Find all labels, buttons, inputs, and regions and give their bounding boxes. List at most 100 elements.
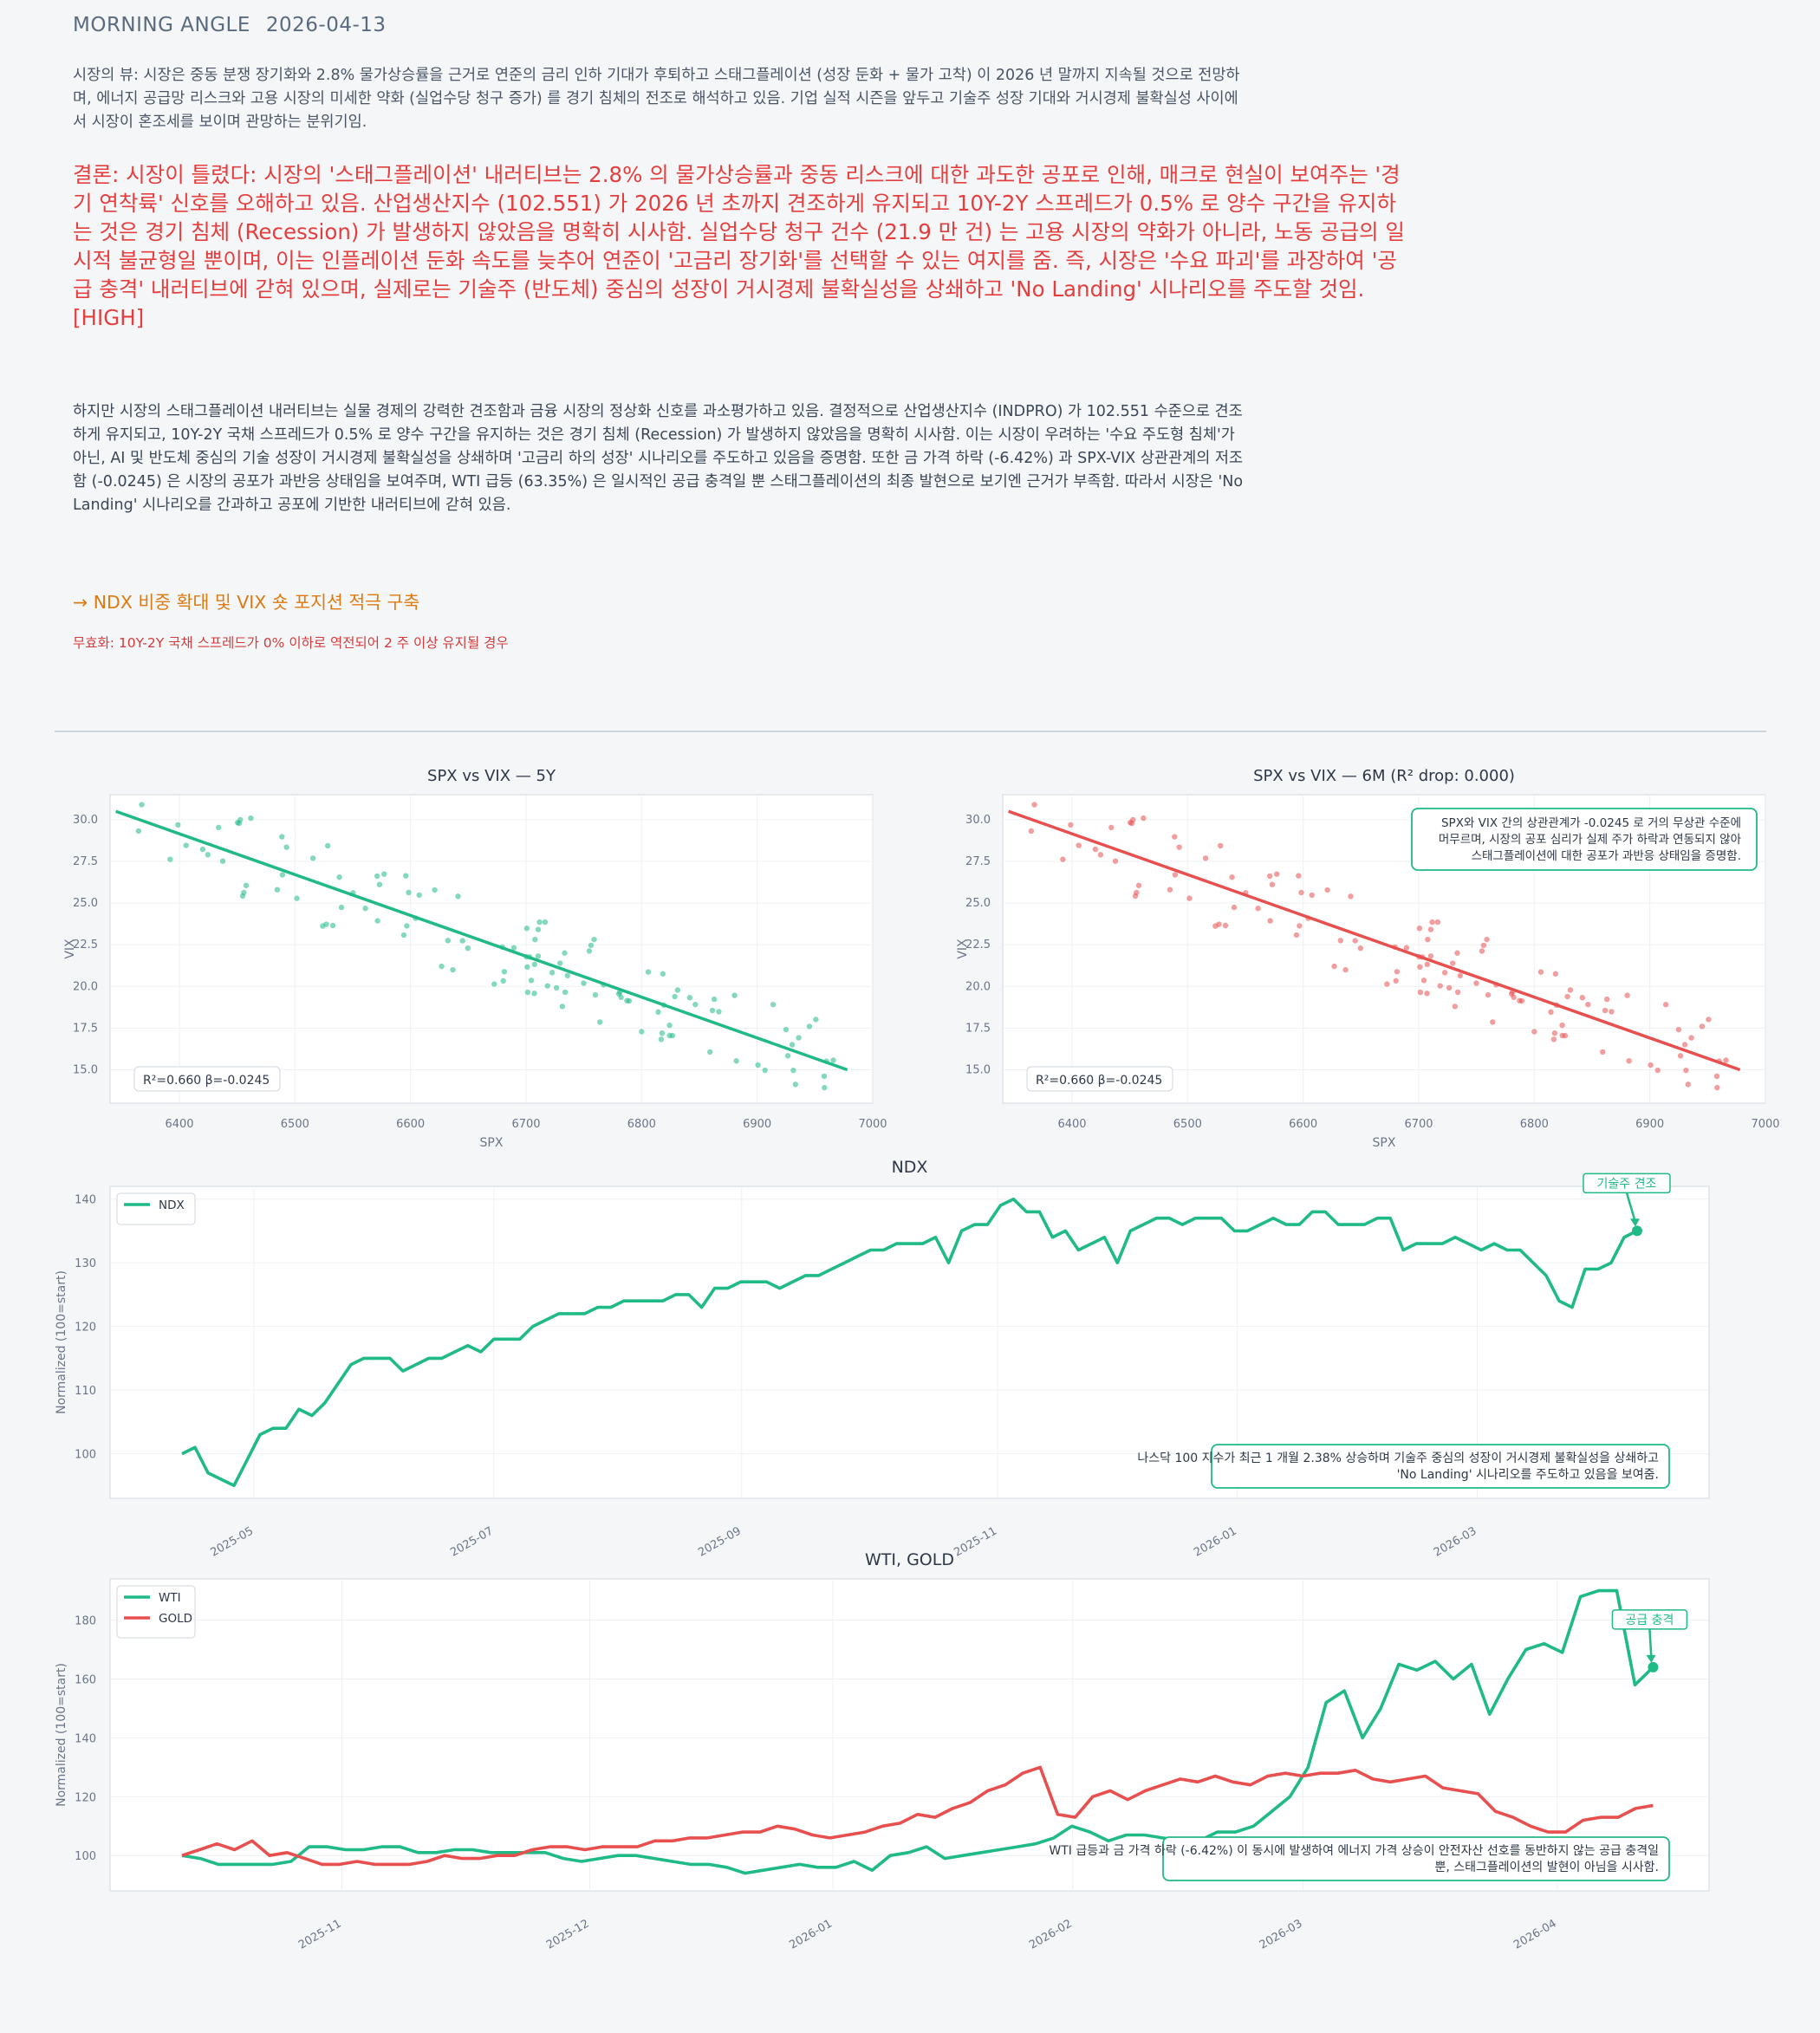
scatter-point xyxy=(1662,1002,1669,1008)
market-view-text: 시장의 뷰: 시장은 중동 분쟁 장기화와 2.8% 물가상승률을 근거로 연준… xyxy=(73,67,1240,131)
legend-frame xyxy=(116,1192,196,1225)
scatter-point xyxy=(531,991,537,997)
annotation-box: 나스닥 100 지수가 최근 1 개월 2.38% 상승하며 기술주 중심의 성… xyxy=(1137,1444,1670,1489)
annotation-frame xyxy=(1411,808,1758,871)
x-tick-label: 2026-03 xyxy=(1258,1917,1305,1952)
series-line-ndx xyxy=(181,1197,1638,1488)
callout-arrow xyxy=(1625,1192,1637,1223)
scatter-point xyxy=(1255,906,1261,912)
scatter-point xyxy=(597,1019,603,1025)
y-tick-label: 17.5 xyxy=(73,1022,98,1035)
scatter-point xyxy=(1425,936,1431,943)
x-tick-label: 2025-11 xyxy=(952,1524,999,1559)
scatter-point xyxy=(1108,824,1115,831)
scatter-point xyxy=(1222,922,1229,929)
x-tick-label: 2026-01 xyxy=(787,1917,835,1952)
scatter-point xyxy=(234,820,241,826)
scatter-point xyxy=(674,987,681,993)
scatter-point xyxy=(562,950,568,956)
scatter-point xyxy=(1490,1019,1496,1025)
scatter-point xyxy=(279,872,286,878)
scatter-point xyxy=(1127,820,1134,826)
scatter-point xyxy=(830,1057,836,1063)
x-tick-label: 6400 xyxy=(1057,1118,1086,1131)
scatter-point xyxy=(406,889,412,896)
scatter-point xyxy=(199,846,206,853)
ndx-chart: NDX 100 110 120 130 140 2025-05 2025-07 2025-09 2… xyxy=(55,1158,1710,1560)
scatter-point xyxy=(1394,969,1401,975)
x-tick-label: 6700 xyxy=(511,1118,540,1131)
scatter-point xyxy=(770,1002,777,1008)
x-tick-label: 2025-07 xyxy=(448,1524,496,1559)
scatter-point xyxy=(1427,926,1434,932)
scatter-point xyxy=(1484,936,1490,943)
x-tick-label: 7000 xyxy=(1751,1118,1779,1131)
scatter-point xyxy=(465,945,471,952)
scatter-point xyxy=(532,936,538,943)
y-tick-label: 17.5 xyxy=(965,1022,991,1035)
annotation-frame xyxy=(1162,1836,1670,1881)
scatter-point xyxy=(692,1001,699,1008)
scatter-point xyxy=(536,919,543,926)
y-tick-label: 130 xyxy=(75,1257,96,1270)
x-tick-label: 6900 xyxy=(1635,1118,1664,1131)
y-tick-label: 30.0 xyxy=(965,814,991,827)
scatter-point xyxy=(531,961,538,968)
scatter-point xyxy=(1092,846,1099,853)
stats-text: R²=0.660 β=-0.0245 xyxy=(143,1074,270,1088)
scatter-point xyxy=(416,892,422,899)
scatter-point xyxy=(672,993,678,1000)
scatter-point xyxy=(445,938,452,944)
scatter-point xyxy=(1176,844,1182,850)
x-tick-label: 2026-01 xyxy=(1192,1524,1239,1559)
scatter-point xyxy=(1457,972,1464,979)
scatter-point xyxy=(1450,960,1456,966)
scatter-point xyxy=(592,991,599,998)
callout-marker xyxy=(1648,1661,1659,1673)
scatter-point xyxy=(1337,938,1344,944)
scatter-point xyxy=(1031,802,1037,808)
scatter-point xyxy=(792,1081,798,1088)
x-tick-label: 6800 xyxy=(1520,1118,1549,1131)
scatter-point xyxy=(659,1030,666,1036)
scatter-point xyxy=(167,856,173,862)
scatter-point xyxy=(135,828,142,835)
scatter-point xyxy=(762,1067,768,1074)
scatter-point xyxy=(362,906,368,912)
scatter-point xyxy=(139,802,145,808)
callout-label: 기술주 견조 xyxy=(1597,1177,1657,1191)
y-tick-label: 20.0 xyxy=(73,980,98,993)
scatter-point xyxy=(586,948,593,954)
scatter-point xyxy=(1683,1067,1689,1074)
scatter-point xyxy=(404,923,410,929)
scatter-point xyxy=(1403,945,1410,951)
scatter-point xyxy=(1454,950,1460,956)
y-tick-label: 25.0 xyxy=(73,897,98,910)
stats-box-frame xyxy=(1026,1066,1173,1092)
scatter-point xyxy=(1135,882,1142,888)
scatter-point xyxy=(500,978,506,984)
scatter-point xyxy=(329,922,336,929)
annotation-box: SPX와 VIX 간의 상관관계가 -0.0245 로 거의 무상관 수준에머무… xyxy=(1411,808,1758,871)
scatter-point xyxy=(1424,961,1431,968)
regression-line xyxy=(1008,809,1741,1072)
x-tick-label: 2026-03 xyxy=(1432,1524,1479,1559)
scatter-point xyxy=(1296,873,1302,879)
scatter-point xyxy=(716,1009,722,1015)
scatter-point xyxy=(374,918,380,924)
scatter-point xyxy=(183,842,189,848)
scatter-point xyxy=(1342,966,1349,973)
scatter-point xyxy=(645,969,652,975)
scatter-point xyxy=(1348,893,1354,900)
y-tick-label: 20.0 xyxy=(965,980,991,993)
scatter-point xyxy=(1688,1035,1694,1041)
scatter-point xyxy=(1417,989,1424,996)
scatter-point xyxy=(1434,919,1441,926)
scatter-point xyxy=(450,966,456,973)
scatter-point xyxy=(1134,889,1140,896)
invalidation-condition: 무효화: 10Y-2Y 국채 스프레드가 0% 이하로 역전되어 2 주 이상 … xyxy=(73,635,509,651)
scatter-point xyxy=(1269,881,1276,887)
scatter-point xyxy=(1654,1067,1661,1074)
scatter-point xyxy=(544,983,550,989)
